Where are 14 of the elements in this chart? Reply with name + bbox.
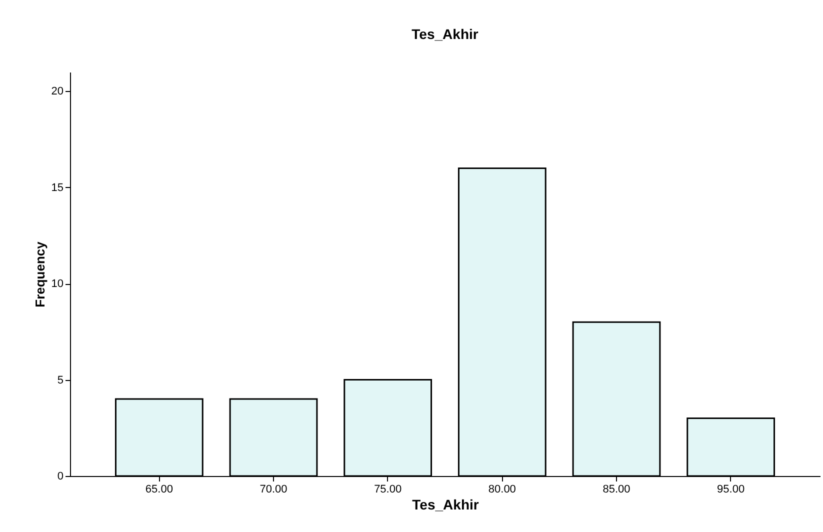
y-tick-label: 15 — [51, 182, 64, 194]
y-tick-label: 0 — [57, 470, 64, 482]
x-tick-label: 70.00 — [260, 484, 288, 496]
x-tick-label: 80.00 — [488, 484, 516, 496]
x-tick-label: 85.00 — [602, 484, 630, 496]
x-tick-label: 75.00 — [374, 484, 402, 496]
y-tick-label: 10 — [51, 278, 64, 290]
x-tick-label: 95.00 — [717, 484, 745, 496]
x-axis-title: Tes_Akhir — [412, 496, 480, 512]
x-tick-label: 65.00 — [145, 484, 173, 496]
y-tick-label: 20 — [51, 86, 64, 98]
y-axis-title: Frequency — [32, 240, 48, 308]
chart-title: Tes_Akhir — [412, 26, 479, 42]
y-tick-label: 5 — [57, 374, 64, 386]
